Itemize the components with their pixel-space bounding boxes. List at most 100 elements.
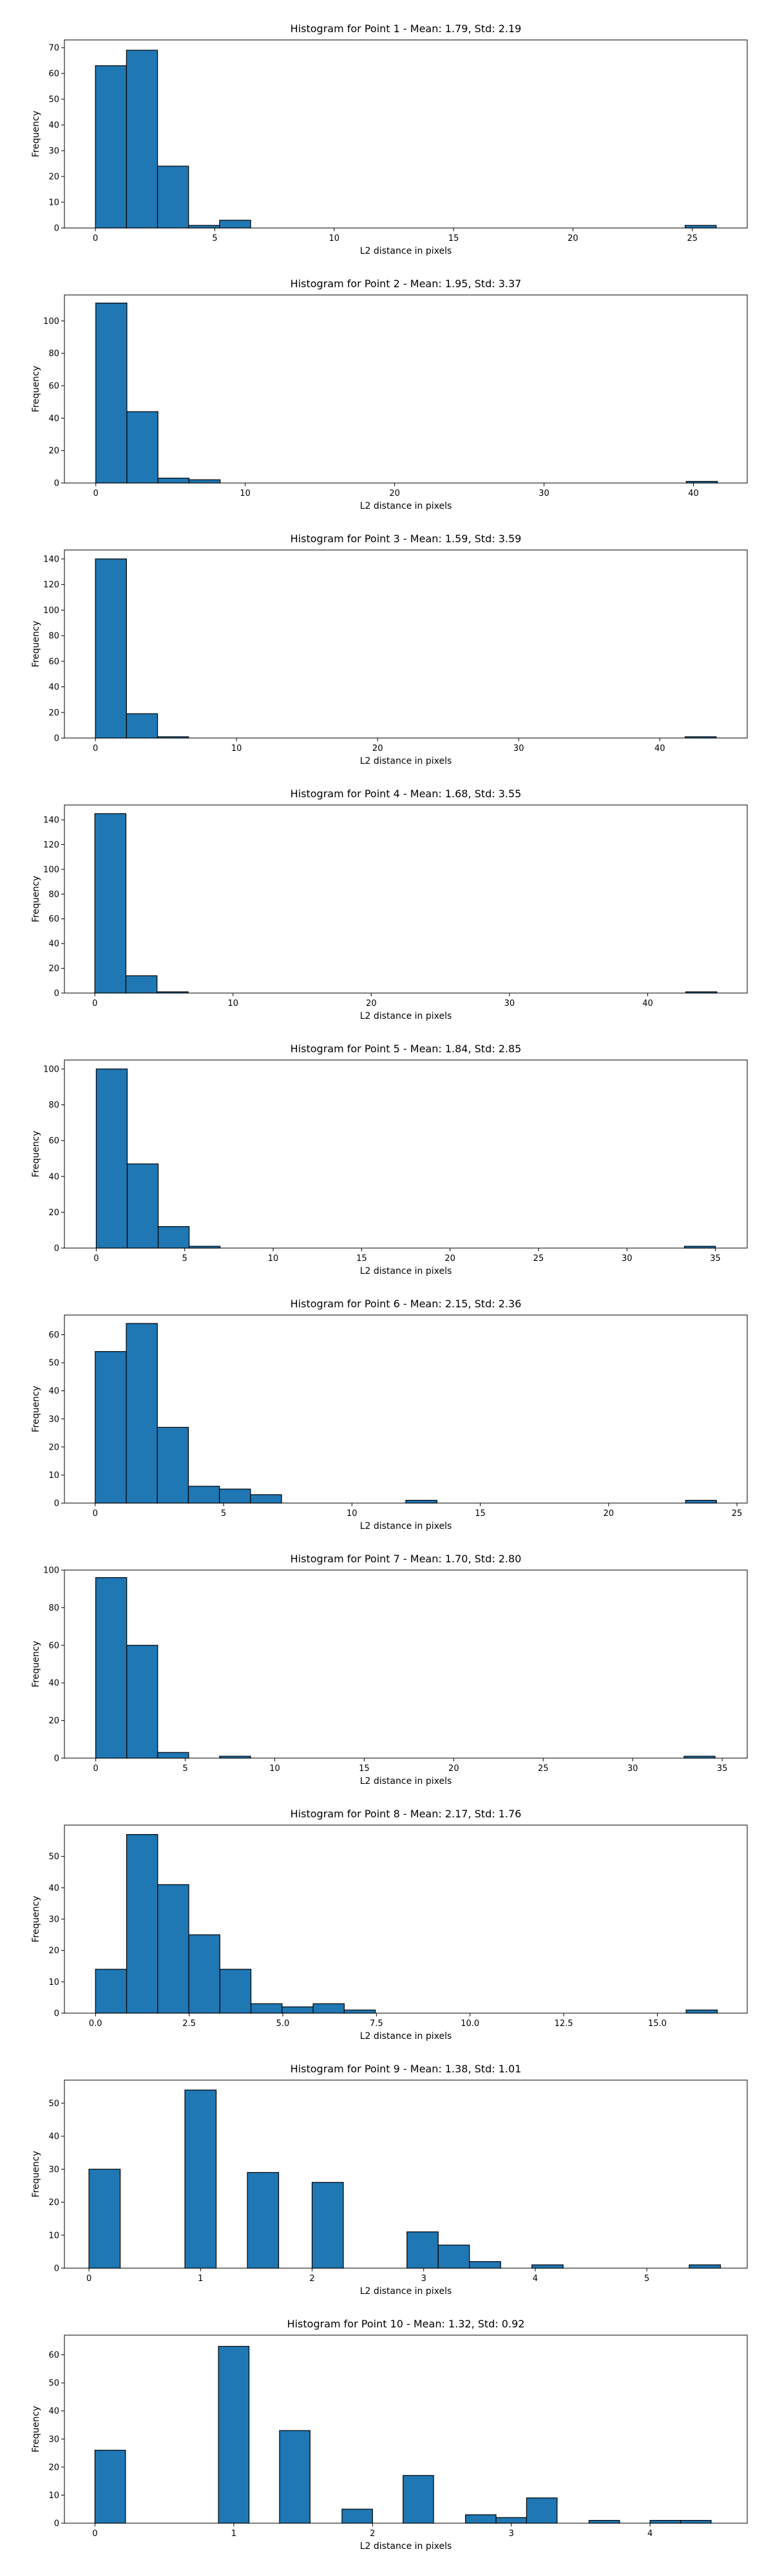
x-tick-label-6-5: 20 xyxy=(604,1509,615,1519)
bar-2-1 xyxy=(95,302,128,484)
y-tick-label-4-1: 0 xyxy=(54,989,59,999)
histogram-panel-7: Histogram for Point 7 - Mean: 1.70, Std:… xyxy=(31,1553,748,1786)
bar-6-1 xyxy=(95,1351,127,1504)
x-tick-label-1-6: 25 xyxy=(687,234,698,243)
x-tick-label-7-1: 0 xyxy=(93,1764,98,1774)
x-tick-label-5-6: 25 xyxy=(533,1254,544,1264)
chart-title-9: Histogram for Point 9 - Mean: 1.38, Std:… xyxy=(291,2063,522,2075)
x-tick-label-5-4: 15 xyxy=(356,1254,367,1264)
x-tick-label-4-1: 0 xyxy=(92,999,97,1009)
y-tick-label-4-2: 20 xyxy=(48,964,59,974)
y-tick-label-1-2: 10 xyxy=(48,198,59,208)
x-tick-label-8-6: 12.5 xyxy=(555,2019,573,2029)
y-tick-label-1-1: 0 xyxy=(54,224,59,234)
x-tick-label-9-3: 2 xyxy=(309,2274,314,2284)
y-tick-label-8-5: 40 xyxy=(48,1884,59,1893)
bar-8-5 xyxy=(219,1969,252,2014)
y-tick-label-8-3: 20 xyxy=(48,1946,59,1956)
bar-10-10 xyxy=(649,2520,682,2524)
y-tick-label-4-6: 100 xyxy=(43,865,59,875)
y-tick-label-8-1: 0 xyxy=(54,2009,59,2019)
x-tick-label-1-2: 5 xyxy=(212,234,217,243)
y-tick-label-5-6: 100 xyxy=(43,1065,59,1074)
y-tick-label-2-1: 0 xyxy=(54,479,59,489)
x-tick-label-3-2: 10 xyxy=(231,744,242,753)
x-tick-label-7-2: 5 xyxy=(182,1764,187,1774)
y-axis-label-5: Frequency xyxy=(31,1131,41,1177)
x-axis-label-2: L2 distance in pixels xyxy=(360,501,452,511)
bar-9-4 xyxy=(311,2182,344,2269)
x-tick-label-4-3: 20 xyxy=(366,999,377,1009)
bar-8-4 xyxy=(188,1934,220,2014)
bar-2-2 xyxy=(126,411,158,484)
x-tick-label-3-4: 30 xyxy=(513,744,524,753)
y-tick-label-5-1: 0 xyxy=(54,1244,59,1254)
y-axis-label-9: Frequency xyxy=(31,2151,41,2197)
y-tick-label-5-3: 40 xyxy=(48,1172,59,1182)
y-tick-label-4-7: 120 xyxy=(43,840,59,850)
bar-7-1 xyxy=(95,1577,128,1759)
y-tick-label-4-8: 140 xyxy=(43,816,59,826)
y-tick-label-7-4: 60 xyxy=(48,1641,59,1651)
x-tick-label-4-2: 10 xyxy=(228,999,239,1009)
y-axis-label-10: Frequency xyxy=(31,2406,41,2452)
y-axis-label-1: Frequency xyxy=(31,111,41,157)
x-tick-label-10-4: 3 xyxy=(509,2529,514,2539)
y-tick-label-5-2: 20 xyxy=(48,1208,59,1218)
chart-title-10: Histogram for Point 10 - Mean: 1.32, Std… xyxy=(287,2318,525,2330)
bar-8-1 xyxy=(95,1969,128,2014)
y-tick-label-6-2: 10 xyxy=(48,1471,59,1481)
y-tick-label-10-1: 0 xyxy=(54,2519,59,2529)
bar-10-4 xyxy=(341,2508,373,2524)
x-tick-label-7-8: 35 xyxy=(717,1764,728,1774)
bar-5-2 xyxy=(126,1163,159,1249)
x-tick-label-8-2: 2.5 xyxy=(182,2019,196,2029)
y-tick-label-9-2: 10 xyxy=(48,2231,59,2240)
bar-1-3 xyxy=(157,166,189,229)
chart-title-2: Histogram for Point 2 - Mean: 1.95, Std:… xyxy=(291,278,522,290)
x-tick-label-10-5: 4 xyxy=(647,2529,653,2539)
axes-frame-5 xyxy=(64,1059,748,1249)
y-tick-label-1-8: 70 xyxy=(48,44,59,53)
y-tick-label-6-5: 40 xyxy=(48,1387,59,1396)
bar-10-1 xyxy=(94,2450,126,2524)
histogram-panel-3: Histogram for Point 3 - Mean: 1.59, Std:… xyxy=(31,533,748,766)
bar-6-7 xyxy=(405,1500,437,1504)
x-tick-label-4-4: 30 xyxy=(504,999,515,1009)
bar-10-9 xyxy=(588,2520,620,2524)
y-tick-label-2-3: 40 xyxy=(48,414,59,424)
bar-9-8 xyxy=(531,2264,564,2269)
axes-frame-6 xyxy=(64,1314,748,1504)
y-tick-label-4-4: 60 xyxy=(48,914,59,924)
x-tick-label-2-1: 0 xyxy=(93,489,99,498)
bar-8-6 xyxy=(250,2003,283,2014)
y-tick-label-10-6: 50 xyxy=(48,2379,59,2389)
x-tick-label-9-4: 3 xyxy=(421,2274,426,2284)
x-axis-label-4: L2 distance in pixels xyxy=(360,1011,452,1021)
x-tick-label-4-5: 40 xyxy=(642,999,653,1009)
y-tick-label-3-2: 20 xyxy=(48,708,59,718)
y-tick-label-6-1: 0 xyxy=(54,1499,59,1509)
bar-2-3 xyxy=(157,477,190,484)
x-axis-label-9: L2 distance in pixels xyxy=(360,2286,452,2297)
x-tick-label-2-4: 30 xyxy=(539,489,549,498)
x-axis-label-5: L2 distance in pixels xyxy=(360,1266,452,1276)
x-tick-label-10-2: 1 xyxy=(231,2529,236,2539)
y-tick-label-8-2: 10 xyxy=(48,1978,59,1987)
x-tick-label-1-1: 0 xyxy=(93,234,98,243)
x-tick-label-6-4: 15 xyxy=(475,1509,486,1519)
x-axis-label-8: L2 distance in pixels xyxy=(360,2031,452,2041)
y-tick-label-2-6: 100 xyxy=(43,317,59,327)
bar-8-3 xyxy=(157,1884,189,2014)
y-tick-label-9-1: 0 xyxy=(54,2264,59,2274)
bar-8-9 xyxy=(343,2009,376,2014)
y-axis-label-8: Frequency xyxy=(31,1896,41,1942)
bar-7-3 xyxy=(157,1752,189,1759)
bar-1-2 xyxy=(126,50,158,229)
x-tick-label-9-2: 1 xyxy=(198,2274,203,2284)
bar-6-5 xyxy=(219,1488,251,1504)
x-tick-label-10-3: 2 xyxy=(370,2529,375,2539)
x-tick-label-3-1: 0 xyxy=(93,744,98,753)
bar-6-8 xyxy=(685,1500,717,1504)
y-tick-label-10-2: 10 xyxy=(48,2491,59,2501)
